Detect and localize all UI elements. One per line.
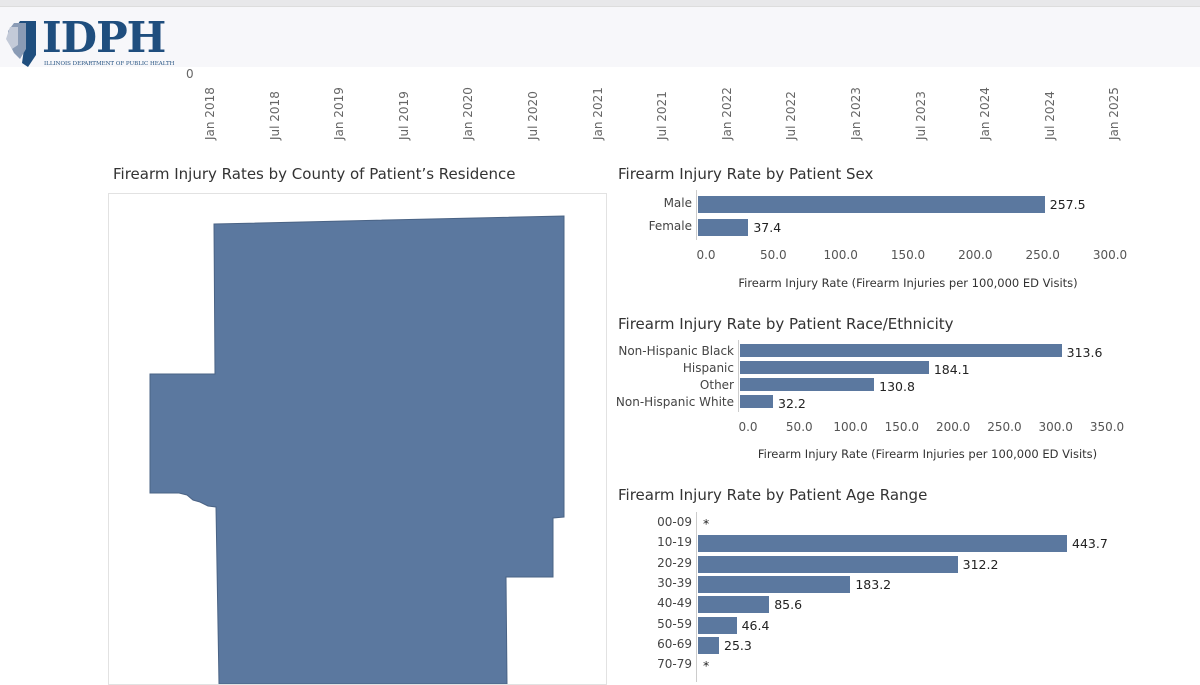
x-tick-label: 150.0	[890, 248, 926, 262]
date-tick: Jan 2023	[849, 87, 863, 140]
x-tick-label: 300.0	[1092, 248, 1128, 262]
category-label: 10-19	[657, 535, 692, 550]
data-label: 257.5	[1049, 197, 1086, 212]
x-axis-label: Firearm Injury Rate (Firearm Injuries pe…	[757, 447, 1098, 461]
bar[interactable]	[740, 395, 774, 408]
date-tick: Jul 2021	[655, 91, 670, 140]
category-label: Non-Hispanic White	[615, 395, 734, 409]
date-tick: Jan 2024	[978, 87, 993, 140]
x-tick-label: 50.0	[759, 248, 787, 262]
county-shape[interactable]	[149, 215, 565, 684]
chart-title: Firearm Injury Rate by Patient Age Range	[618, 486, 928, 504]
date-tick: Jul 2019	[396, 91, 411, 140]
logo-subtitle: ILLINOIS DEPARTMENT OF PUBLIC HEALTH	[44, 61, 175, 67]
data-label: 32.2	[778, 396, 806, 411]
bar[interactable]	[698, 616, 737, 634]
category-label: 70-79	[657, 657, 692, 672]
bar[interactable]	[740, 361, 929, 374]
x-tick-label: 0.0	[696, 248, 716, 262]
x-tick-label: 300.0	[1038, 420, 1073, 434]
x-tick-label: 100.0	[833, 420, 868, 434]
data-label: *	[703, 658, 710, 674]
map-title: Firearm Injury Rates by County of Patien…	[113, 165, 516, 183]
date-tick: Jul 2023	[913, 91, 928, 140]
header-bar: IDPH ILLINOIS DEPARTMENT OF PUBLIC HEALT…	[0, 7, 1200, 67]
date-tick: Jul 2018	[267, 91, 282, 140]
chart-title: Firearm Injury Rate by Patient Race/Ethn…	[618, 315, 954, 333]
category-label: 60-69	[657, 636, 692, 651]
data-label: 85.6	[774, 597, 803, 613]
browser-tab-strip[interactable]	[0, 0, 1200, 7]
x-tick-label: 50.0	[785, 420, 813, 434]
bar[interactable]	[740, 378, 875, 391]
y-axis-line	[738, 340, 739, 412]
date-tick: Jan 2025	[1107, 87, 1122, 140]
data-label: 37.4	[753, 220, 782, 235]
bar[interactable]	[698, 596, 770, 614]
category-label: 50-59	[657, 616, 692, 631]
data-label: 443.7	[1072, 536, 1108, 552]
x-tick-label: 250.0	[987, 420, 1022, 434]
data-label: 183.2	[855, 576, 892, 592]
category-label: Hispanic	[682, 361, 734, 375]
category-label: Other	[699, 378, 734, 392]
date-tick: Jan 2019	[332, 87, 347, 140]
category-label: 30-39	[657, 575, 692, 590]
idph-logo[interactable]: IDPH ILLINOIS DEPARTMENT OF PUBLIC HEALT…	[6, 13, 176, 69]
x-axis-label: Firearm Injury Rate (Firearm Injuries pe…	[738, 276, 1078, 290]
date-tick: Jul 2020	[526, 91, 540, 140]
date-tick: Jul 2022	[784, 91, 799, 140]
category-label: Male	[663, 196, 692, 210]
category-label: 00-09	[657, 515, 692, 529]
bar[interactable]	[698, 535, 1067, 553]
data-label: 184.1	[933, 362, 970, 377]
bar[interactable]	[740, 344, 1062, 357]
bar[interactable]	[698, 636, 720, 654]
x-tick-label: 150.0	[884, 420, 920, 434]
bar[interactable]	[698, 555, 958, 573]
category-label: Female	[648, 219, 692, 233]
data-label: 46.4	[741, 617, 770, 633]
bar[interactable]	[698, 219, 749, 236]
y-axis-line	[696, 512, 697, 682]
county-map[interactable]	[108, 193, 607, 685]
date-tick: Jan 2021	[590, 87, 605, 140]
x-tick-label: 200.0	[935, 420, 971, 434]
data-label: *	[703, 516, 710, 531]
category-label: 20-29	[657, 555, 692, 570]
x-tick-label: 350.0	[1089, 420, 1125, 434]
logo-text: IDPH	[42, 13, 166, 62]
data-label: 25.3	[724, 637, 752, 653]
x-tick-label: 0.0	[738, 420, 758, 434]
x-tick-label: 100.0	[823, 248, 858, 262]
x-tick-label: 200.0	[958, 248, 993, 262]
chart-title: Firearm Injury Rate by Patient Sex	[618, 165, 874, 183]
x-tick-label: 250.0	[1025, 248, 1060, 262]
date-tick: Jan 2018	[203, 87, 217, 140]
date-tick: Jan 2022	[719, 87, 734, 140]
data-label: 313.6	[1066, 345, 1103, 360]
illinois-state-icon	[6, 21, 36, 67]
category-label: Non-Hispanic Black	[618, 344, 734, 358]
category-label: 40-49	[657, 596, 692, 611]
y-axis-line	[696, 190, 697, 240]
bar[interactable]	[698, 575, 851, 593]
trend-y-zero-tick: 0	[186, 67, 194, 81]
data-label: 312.2	[962, 556, 999, 572]
date-tick: Jan 2020	[461, 87, 476, 140]
date-tick: Jul 2024	[1042, 91, 1057, 140]
bar[interactable]	[698, 196, 1045, 213]
data-label: 130.8	[879, 379, 915, 394]
